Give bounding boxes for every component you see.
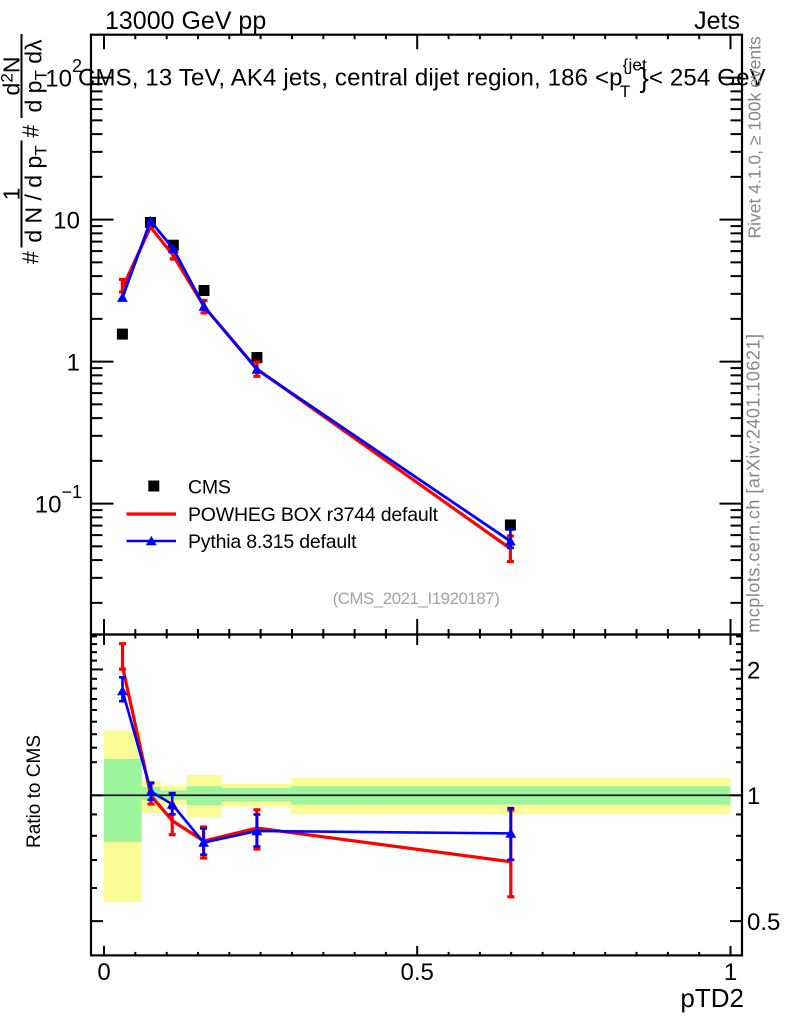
svg-text:1: 1: [0, 188, 25, 201]
svg-text:1: 1: [747, 783, 760, 810]
svg-text:Jets: Jets: [694, 7, 740, 35]
svg-text:CMS: CMS: [188, 477, 231, 499]
svg-text:#: #: [18, 251, 44, 264]
svg-text:13000 GeV pp: 13000 GeV pp: [105, 7, 266, 35]
svg-text:pTD2: pTD2: [680, 983, 744, 1013]
svg-text:#: #: [18, 125, 44, 138]
svg-text:0.5: 0.5: [747, 909, 780, 936]
svg-text:0.5: 0.5: [401, 959, 434, 986]
svg-text:(CMS_2021_I1920187): (CMS_2021_I1920187): [333, 589, 500, 608]
svg-text:0: 0: [97, 959, 110, 986]
svg-text:1: 1: [67, 349, 80, 376]
svg-text:10: 10: [53, 207, 80, 234]
svg-text:2: 2: [747, 657, 760, 684]
svg-text:Pythia 8.315 default: Pythia 8.315 default: [188, 531, 357, 553]
svg-text:1: 1: [724, 959, 737, 986]
svg-text:mcplots.cern.ch [arXiv:2401.10: mcplots.cern.ch [arXiv:2401.10621]: [744, 334, 764, 633]
svg-text:Rivet 4.1.0, ≥ 100k events: Rivet 4.1.0, ≥ 100k events: [745, 36, 765, 238]
svg-text:POWHEG BOX r3744 default: POWHEG BOX r3744 default: [188, 504, 439, 526]
svg-text:Ratio to CMS: Ratio to CMS: [24, 735, 45, 848]
svg-text:d N / d pT: d N / d pT: [21, 145, 51, 242]
